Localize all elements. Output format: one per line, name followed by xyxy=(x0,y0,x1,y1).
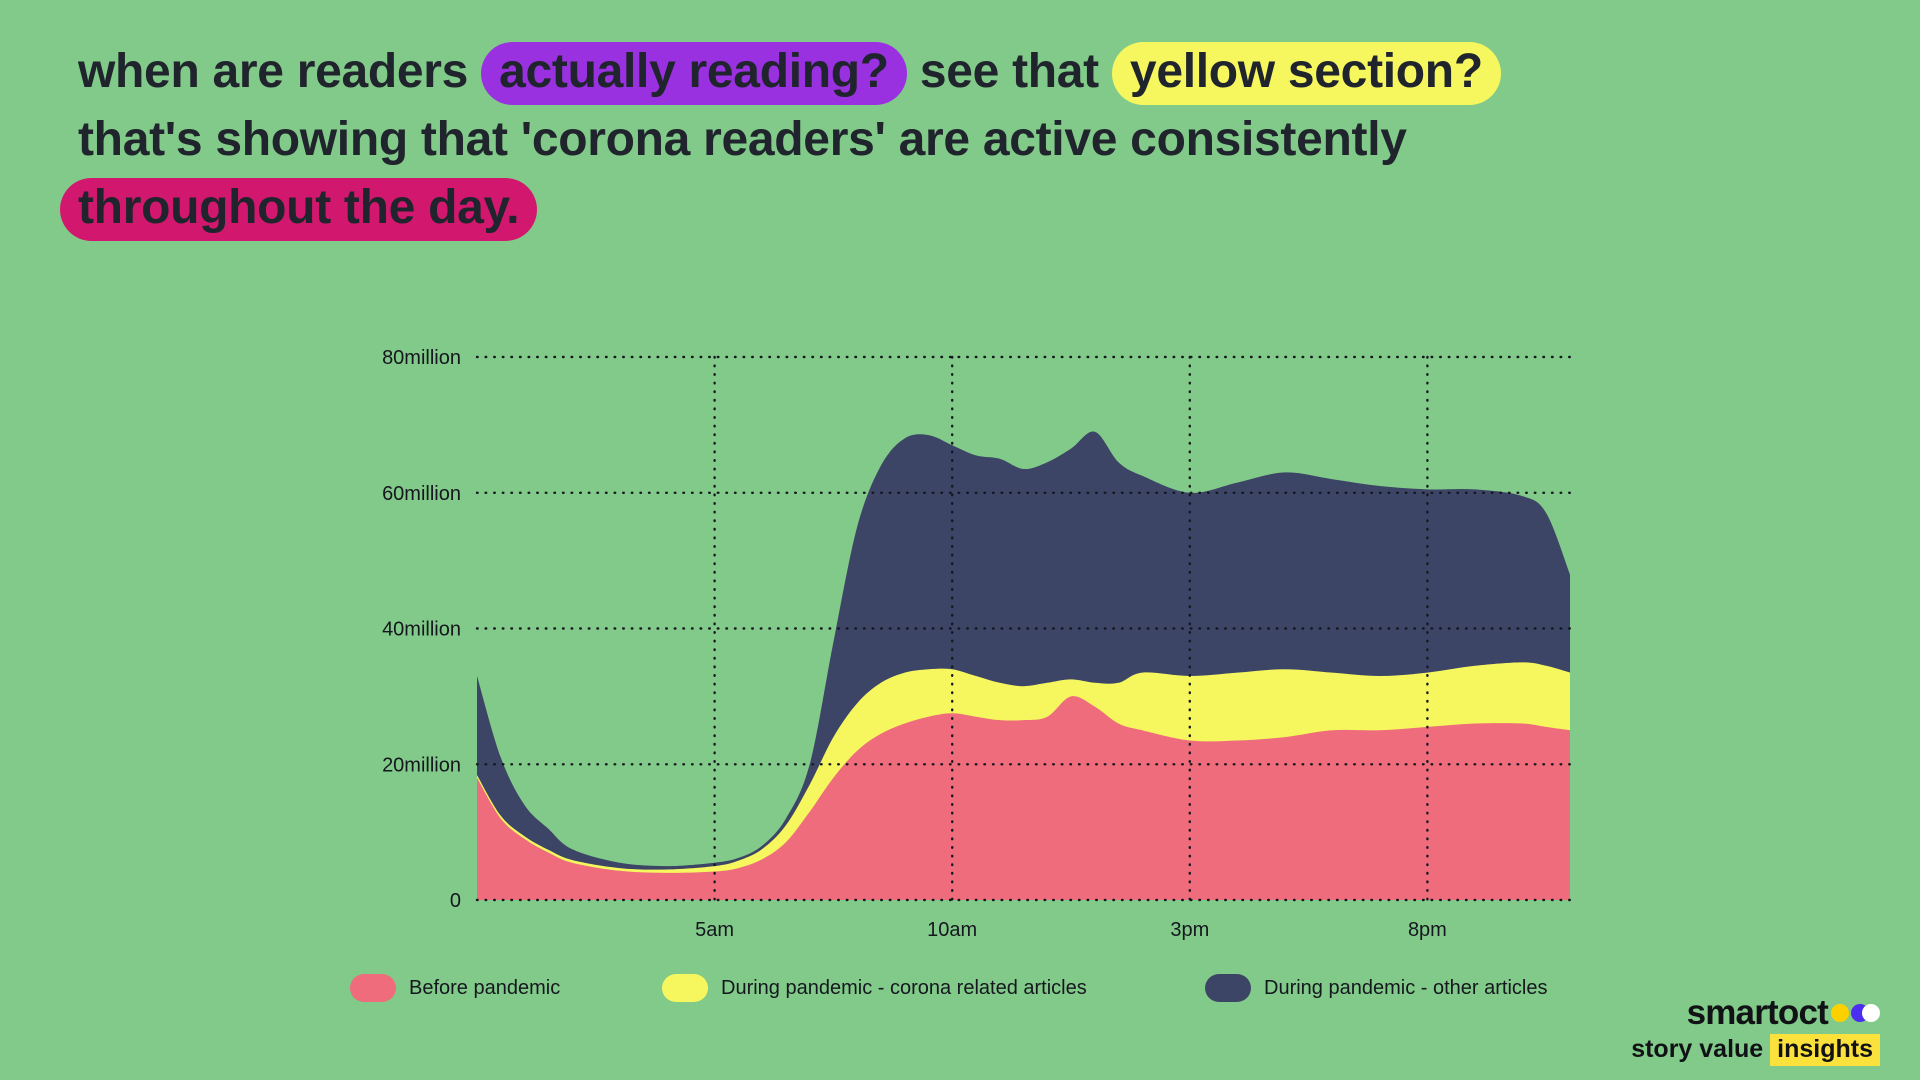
legend-item-other-articles: During pandemic - other articles xyxy=(1205,974,1547,1002)
logo-text: smartoct xyxy=(1686,993,1829,1032)
y-axis-tick-label: 80million xyxy=(382,347,461,369)
highlight-actually-reading: actually reading? xyxy=(481,42,907,105)
x-axis-tick-label: 10am xyxy=(927,919,977,941)
legend-item-corona-articles: During pandemic - corona related article… xyxy=(662,974,1087,1002)
x-axis-tick-label: 5am xyxy=(695,919,734,941)
y-axis-tick-label: 60million xyxy=(382,483,461,505)
white-dot-icon xyxy=(1862,1004,1880,1022)
y-axis-tick-label: 0 xyxy=(450,890,461,912)
headline-text-1: when are readers xyxy=(78,45,469,98)
highlight-yellow-section: yellow section? xyxy=(1111,42,1501,105)
headline-text-2: see that xyxy=(919,45,1099,98)
legend-swatch-pink xyxy=(350,974,396,1002)
y-axis-tick-label: 20million xyxy=(382,754,461,776)
y-axis-tick-label: 40million xyxy=(382,619,461,641)
tagline-insights-highlight: insights xyxy=(1770,1034,1880,1066)
legend-item-before-pandemic: Before pandemic xyxy=(350,974,560,1002)
stacked-area-chart: 0 20million 40million 60million 80million 5am… xyxy=(340,330,1620,980)
headline: when are readers actually reading? see t… xyxy=(60,38,1501,242)
legend-label: During pandemic - corona related article… xyxy=(721,976,1087,999)
yellow-dot-icon xyxy=(1831,1004,1849,1022)
legend-label: Before pandemic xyxy=(409,976,561,999)
smartocto-logo: smartoct story value insights xyxy=(1631,993,1880,1066)
legend-swatch-navy xyxy=(1205,974,1251,1002)
legend-swatch-yellow xyxy=(662,974,708,1002)
smartocto-wordmark: smartoct xyxy=(1631,993,1880,1033)
x-axis-tick-label: 8pm xyxy=(1408,919,1447,941)
x-axis-tick-label: 3pm xyxy=(1170,919,1209,941)
headline-line-1: when are readers actually reading? see t… xyxy=(78,38,1501,106)
highlight-throughout-day: throughout the day. xyxy=(60,178,538,241)
area-series-0 xyxy=(477,696,1570,900)
tagline-prefix: story value xyxy=(1631,1035,1764,1063)
area-chart-svg: 0 20million 40million 60million 80million 5am… xyxy=(382,347,1572,941)
headline-line-2: that's showing that 'corona readers' are… xyxy=(78,113,1407,166)
chart-legend: Before pandemic During pandemic - corona… xyxy=(0,974,1920,1014)
logo-tagline: story value insights xyxy=(1631,1034,1880,1066)
legend-label: During pandemic - other articles xyxy=(1264,976,1548,999)
headline-line-3: throughout the day. xyxy=(60,174,1501,242)
